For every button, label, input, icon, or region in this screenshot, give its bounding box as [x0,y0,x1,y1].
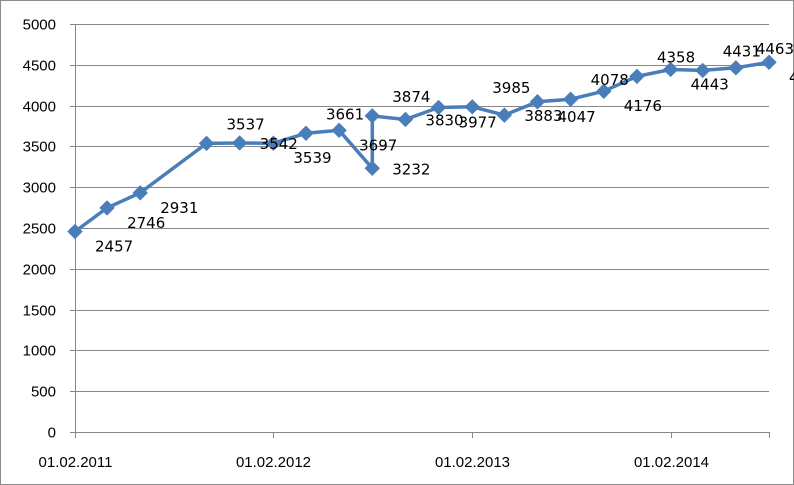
data-point [694,62,711,79]
data-label: 2931 [160,199,198,217]
series-markers [67,54,777,240]
data-point [364,160,380,176]
y-tick-label: 5000 [23,17,56,34]
data-label: 3977 [459,113,497,131]
x-tick-labels: 01.02.2011 01.02.2012 01.02.2013 01.02.2014 [39,454,710,471]
data-label: 4531 [789,68,794,86]
data-label: 3537 [227,115,265,133]
data-label: 2457 [95,238,133,256]
data-point [198,135,215,152]
x-tick-label: 01.02.2011 [39,454,113,471]
series-line [73,60,770,233]
data-point [231,135,248,151]
data-point [298,125,314,141]
data-point [629,68,645,85]
data-point [430,99,447,116]
data-point [728,60,744,76]
axes [70,24,770,438]
data-label: 4047 [557,108,595,126]
x-tick-label: 01.02.2013 [435,454,510,471]
y-tick-label: 4500 [23,58,56,75]
y-tick-label: 3000 [23,180,56,197]
data-label: 3542 [260,135,298,153]
data-label: 3883 [524,107,562,125]
data-label: 3830 [425,111,463,129]
y-tick-label: 1500 [23,303,56,320]
y-tick-label: 3500 [23,139,56,156]
data-label: 2746 [127,214,165,232]
data-label: 4358 [657,48,695,66]
data-point [132,185,148,201]
x-tick-label: 01.02.2014 [634,454,709,471]
data-point [331,122,347,139]
y-tick-labels: 0 500 1000 1500 2000 2500 3000 3500 4000 4500 5000 [23,17,56,442]
data-label: 3985 [492,79,530,97]
y-tick-label: 4000 [23,99,56,116]
data-label: 3874 [392,88,430,106]
data-point [397,111,414,128]
data-point [496,107,513,123]
data-point [596,83,612,99]
data-point [529,94,546,110]
data-point [562,91,579,107]
data-point [662,61,679,78]
y-tick-label: 2000 [23,262,56,279]
data-label: 3661 [326,105,364,123]
data-label: 4443 [691,75,729,93]
data-point [761,54,777,70]
y-tick-label: 1000 [23,343,56,360]
data-label: 4431 [723,42,761,60]
data-label: 4176 [624,97,662,115]
x-tick-label: 01.02.2012 [236,454,311,471]
gridlines [75,24,769,392]
y-tick-label: 2500 [23,221,56,238]
y-tick-label: 0 [48,425,56,442]
y-tick-label: 500 [31,384,56,401]
data-label: 3697 [359,136,397,154]
data-label: 4463 [756,40,794,58]
data-label: 3232 [392,160,430,178]
data-point [67,223,83,240]
data-point [99,200,115,216]
data-point [464,99,480,115]
series-line-path [73,60,770,233]
data-label: 4078 [591,71,629,89]
data-label: 3539 [293,149,331,167]
data-point [364,108,380,124]
data-point [265,135,282,151]
